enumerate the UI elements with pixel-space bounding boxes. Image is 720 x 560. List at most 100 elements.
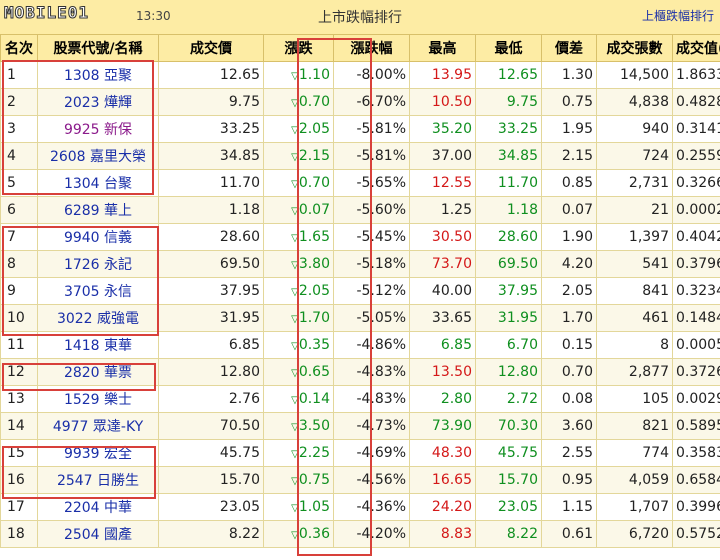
table-row[interactable]: 8 1726 永記 69.50 ▽3.80 -5.18% 73.70 69.50 4.20 54… [0, 250, 720, 278]
col-stock[interactable]: 股票代號/名稱 [37, 34, 159, 62]
rank-cell: 12 [0, 358, 38, 386]
down-triangle-icon: ▽ [291, 71, 299, 82]
col-price[interactable]: 成交價 [158, 34, 264, 62]
table-row[interactable]: 9 3705 永信 37.95 ▽2.05 -5.12% 40.00 37.95 2.05 84… [0, 277, 720, 305]
stock-name-cell[interactable]: 2547 日勝生 [37, 466, 159, 494]
decline-ranking-table: 名次 股票代號/名稱 成交價 漲跌 漲跌幅 最高 最低 價差 成交張數 成交值(… [0, 34, 720, 548]
down-triangle-icon: ▽ [291, 152, 299, 163]
table-row[interactable]: 6 6289 華上 1.18 ▽0.07 -5.60% 1.25 1.18 0.07 21 0.0… [0, 196, 720, 224]
table-header-row: 名次 股票代號/名稱 成交價 漲跌 漲跌幅 最高 最低 價差 成交張數 成交值(… [0, 34, 720, 62]
stock-name-cell[interactable]: 3022 威強電 [37, 304, 159, 332]
high-cell: 2.80 [409, 385, 476, 413]
page-title: 上市跌幅排行 [318, 10, 402, 26]
stock-name-cell[interactable]: 1726 永記 [37, 250, 159, 278]
stock-name-cell[interactable]: 2820 華票 [37, 358, 159, 386]
low-cell: 11.70 [475, 169, 542, 197]
down-triangle-icon: ▽ [291, 206, 299, 217]
table-row[interactable]: 11 1418 東華 6.85 ▽0.35 -4.86% 6.85 6.70 0.15 8 0.0… [0, 331, 720, 359]
stock-name-cell[interactable]: 2504 國產 [37, 520, 159, 548]
stock-name-cell[interactable]: 6289 華上 [37, 196, 159, 224]
stock-name-cell[interactable]: 9940 信義 [37, 223, 159, 251]
rank-cell: 3 [0, 115, 38, 143]
table-row[interactable]: 18 2504 國產 8.22 ▽0.36 -4.20% 8.83 8.22 0.61 6,72… [0, 520, 720, 548]
value-cell: 0.0005 [672, 331, 720, 359]
table-row[interactable]: 12 2820 華票 12.80 ▽0.65 -4.83% 13.50 12.80 0.70 2… [0, 358, 720, 386]
stock-name-cell[interactable]: 4977 眾達-KY [37, 412, 159, 440]
change-value: 0.14 [298, 391, 330, 407]
table-row[interactable]: 1 1308 亞聚 12.65 ▽1.10 -8.00% 13.95 12.65 1.30 14… [0, 61, 720, 89]
price-cell: 8.22 [158, 520, 264, 548]
stock-name-cell[interactable]: 1304 台聚 [37, 169, 159, 197]
col-high[interactable]: 最高 [409, 34, 476, 62]
high-cell: 13.95 [409, 61, 476, 89]
price-cell: 6.85 [158, 331, 264, 359]
stock-name-cell[interactable]: 2204 中華 [37, 493, 159, 521]
price-cell: 12.65 [158, 61, 264, 89]
otc-decline-ranking-link[interactable]: 上櫃跌幅排行 [641, 9, 714, 23]
volume-cell: 461 [596, 304, 673, 332]
stock-name-cell[interactable]: 9925 新保 [37, 115, 159, 143]
logo-text: MOBILE01 [3, 3, 90, 23]
col-low[interactable]: 最低 [475, 34, 542, 62]
spread-cell: 1.15 [541, 493, 597, 521]
col-change[interactable]: 漲跌 [263, 34, 334, 62]
low-cell: 8.22 [475, 520, 542, 548]
spread-cell: 0.75 [541, 88, 597, 116]
site-logo[interactable]: MOBILE01 [3, 3, 90, 23]
change-value: 0.70 [298, 175, 330, 191]
price-cell: 70.50 [158, 412, 264, 440]
stock-name-cell[interactable]: 1308 亞聚 [37, 61, 159, 89]
change-pct-cell: -5.81% [333, 142, 410, 170]
stock-name-cell[interactable]: 3705 永信 [37, 277, 159, 305]
volume-cell: 2,877 [596, 358, 673, 386]
spread-cell: 0.61 [541, 520, 597, 548]
price-cell: 28.60 [158, 223, 264, 251]
stock-name-cell[interactable]: 2608 嘉里大榮 [37, 142, 159, 170]
high-cell: 30.50 [409, 223, 476, 251]
stock-name-cell[interactable]: 2023 燁輝 [37, 88, 159, 116]
rank-cell: 13 [0, 385, 38, 413]
table-row[interactable]: 17 2204 中華 23.05 ▽1.05 -4.36% 24.20 23.05 1.15 1… [0, 493, 720, 521]
col-rank[interactable]: 名次 [0, 34, 38, 62]
table-row[interactable]: 4 2608 嘉里大榮 34.85 ▽2.15 -5.81% 37.00 34.85 2.15… [0, 142, 720, 170]
stock-name-cell[interactable]: 1529 樂士 [37, 385, 159, 413]
value-cell: 0.3583 [672, 439, 720, 467]
volume-cell: 4,838 [596, 88, 673, 116]
table-row[interactable]: 7 9940 信義 28.60 ▽1.65 -5.45% 30.50 28.60 1.90 1,… [0, 223, 720, 251]
change-cell: ▽3.50 [263, 412, 334, 440]
table-row[interactable]: 16 2547 日勝生 15.70 ▽0.75 -4.56% 16.65 15.70 0.95… [0, 466, 720, 494]
rank-cell: 8 [0, 250, 38, 278]
stock-name-cell[interactable]: 1418 東華 [37, 331, 159, 359]
col-volume[interactable]: 成交張數 [596, 34, 673, 62]
change-value: 2.05 [298, 283, 330, 299]
high-cell: 12.55 [409, 169, 476, 197]
rank-cell: 18 [0, 520, 38, 548]
stock-name-cell[interactable]: 9939 宏全 [37, 439, 159, 467]
change-value: 0.75 [298, 472, 330, 488]
low-cell: 69.50 [475, 250, 542, 278]
change-pct-cell: -4.36% [333, 493, 410, 521]
low-cell: 9.75 [475, 88, 542, 116]
table-row[interactable]: 3 9925 新保 33.25 ▽2.05 -5.81% 35.20 33.25 1.95 94… [0, 115, 720, 143]
col-spread[interactable]: 價差 [541, 34, 597, 62]
price-cell: 15.70 [158, 466, 264, 494]
table-row[interactable]: 2 2023 燁輝 9.75 ▽0.70 -6.70% 10.50 9.75 0.75 4,83… [0, 88, 720, 116]
col-change-pct[interactable]: 漲跌幅 [333, 34, 410, 62]
high-cell: 40.00 [409, 277, 476, 305]
table-row[interactable]: 14 4977 眾達-KY 70.50 ▽3.50 -4.73% 73.90 70.30 3.… [0, 412, 720, 440]
table-row[interactable]: 15 9939 宏全 45.75 ▽2.25 -4.69% 48.30 45.75 2.55 7… [0, 439, 720, 467]
rank-cell: 16 [0, 466, 38, 494]
spread-cell: 0.95 [541, 466, 597, 494]
table-row[interactable]: 10 3022 威強電 31.95 ▽1.70 -5.05% 33.65 31.95 1.70… [0, 304, 720, 332]
change-cell: ▽0.36 [263, 520, 334, 548]
high-cell: 35.20 [409, 115, 476, 143]
change-cell: ▽0.35 [263, 331, 334, 359]
table-row[interactable]: 5 1304 台聚 11.70 ▽0.70 -5.65% 12.55 11.70 0.85 2,… [0, 169, 720, 197]
col-value[interactable]: 成交值(億) [672, 34, 720, 62]
change-value: 1.05 [298, 499, 330, 515]
down-triangle-icon: ▽ [291, 449, 299, 460]
price-cell: 1.18 [158, 196, 264, 224]
high-cell: 1.25 [409, 196, 476, 224]
table-row[interactable]: 13 1529 樂士 2.76 ▽0.14 -4.83% 2.80 2.72 0.08 105 0… [0, 385, 720, 413]
spread-cell: 0.15 [541, 331, 597, 359]
